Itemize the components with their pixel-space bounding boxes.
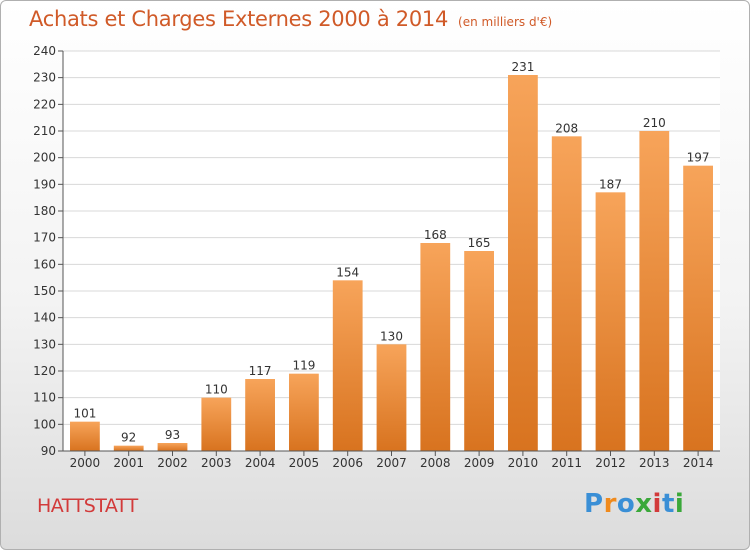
x-tick-label: 2010 (508, 456, 539, 470)
x-tick-label: 2002 (157, 456, 188, 470)
logo-letter: x (635, 489, 653, 519)
data-label: 165 (468, 236, 491, 250)
bar (289, 373, 319, 451)
data-label: 119 (292, 359, 315, 373)
logo-letter: i (674, 489, 685, 519)
y-tick-label: 100 (33, 417, 56, 431)
bar (157, 443, 188, 451)
x-tick-label: 2011 (551, 456, 582, 470)
data-label: 187 (599, 177, 622, 191)
x-tick-label: 2009 (464, 456, 495, 470)
bar (332, 280, 363, 451)
y-tick-label: 220 (33, 97, 56, 111)
logo-letter: P (584, 489, 604, 519)
data-label: 130 (380, 329, 403, 343)
y-tick-label: 240 (33, 44, 56, 58)
data-label: 197 (687, 151, 710, 165)
data-label: 110 (205, 383, 228, 397)
data-label: 231 (511, 60, 534, 74)
bar (595, 192, 626, 452)
chart-unit: (en milliers d'€) (458, 15, 553, 29)
bar (201, 397, 232, 451)
data-label: 92 (121, 431, 136, 445)
y-tick-label: 210 (33, 124, 56, 138)
axes: 90 100 110 120 130 140 150 160 170 180 190 200 210 22… (33, 44, 720, 470)
x-tick-label: 2003 (201, 456, 232, 470)
y-tick-label: 160 (33, 257, 56, 271)
chart-title: Achats et Charges Externes 2000 à 2014 (e… (29, 7, 552, 31)
y-tick-label: 150 (33, 284, 56, 298)
x-tick-label: 2014 (683, 456, 714, 470)
x-tick-label: 2012 (595, 456, 626, 470)
logo-letter: o (616, 489, 636, 519)
chart-title-text: Achats et Charges Externes 2000 à 2014 (29, 7, 449, 31)
bar (508, 75, 538, 451)
y-tick-label: 130 (33, 337, 56, 351)
data-label: 210 (643, 116, 666, 130)
x-tick-label: 2000 (70, 456, 101, 470)
x-tick-label: 2013 (639, 456, 670, 470)
y-tick-label: 190 (33, 177, 56, 191)
y-tick-label: 180 (33, 204, 56, 218)
data-label: 168 (424, 228, 447, 242)
data-label: 208 (555, 121, 578, 135)
data-label: 101 (73, 407, 96, 421)
x-tick-label: 2004 (245, 456, 276, 470)
bars: 101 92 93 110 117 119 154 130 168 165 231 208 187 210… (70, 60, 713, 452)
city-name: HATTSTATT (37, 495, 138, 517)
logo-letter: i (652, 489, 662, 519)
x-tick-label: 2006 (332, 456, 363, 470)
bar (464, 251, 494, 451)
x-tick-label: 2001 (113, 456, 144, 470)
data-label: 154 (336, 265, 359, 279)
bar (113, 445, 144, 451)
y-tick-label: 110 (33, 391, 56, 405)
bar (376, 344, 407, 451)
bar (245, 379, 275, 451)
bar (551, 136, 582, 452)
data-label: 117 (249, 364, 272, 378)
y-tick-label: 120 (33, 364, 56, 378)
bar (683, 165, 713, 451)
y-tick-label: 170 (33, 231, 56, 245)
bar (420, 243, 451, 451)
x-tick-label: 2008 (420, 456, 451, 470)
data-label: 93 (165, 428, 180, 442)
y-tick-label: 230 (33, 71, 56, 85)
bar (639, 131, 670, 451)
proxiti-logo: Proxiti (584, 489, 684, 519)
logo-letter: r (603, 489, 617, 519)
y-tick-label: 140 (33, 311, 56, 325)
x-tick-label: 2007 (376, 456, 407, 470)
y-tick-label: 90 (41, 444, 56, 458)
y-tick-label: 200 (33, 151, 56, 165)
x-tick-label: 2005 (289, 456, 320, 470)
bar (70, 421, 100, 451)
logo-letter: t (661, 489, 675, 519)
